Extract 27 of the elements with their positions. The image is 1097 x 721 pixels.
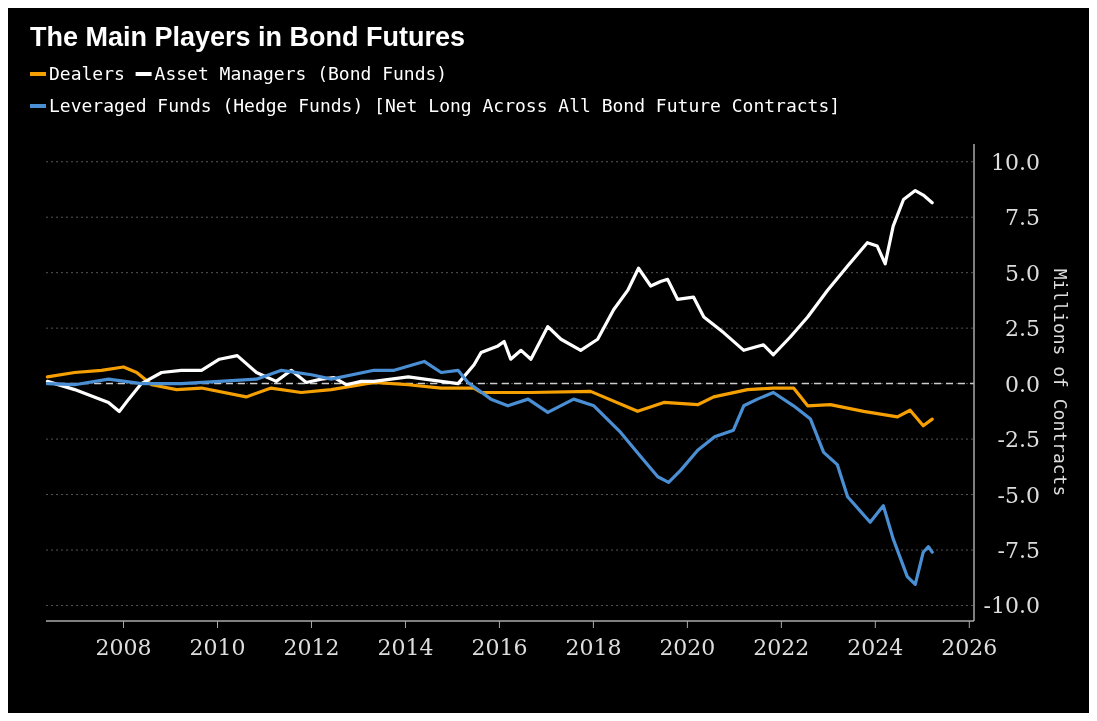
legend-label: Leveraged Funds (Hedge Funds) [Net Long Across All Bond Future Contracts] (49, 95, 841, 116)
x-tick-label: 2022 (753, 635, 810, 660)
x-tick-label: 2018 (565, 635, 622, 660)
x-tick-label: 2020 (659, 635, 716, 660)
line-series (45, 365, 934, 428)
chart-title: The Main Players in Bond Futures (30, 22, 466, 52)
x-tick-label: 2014 (377, 635, 434, 660)
legend-label: Dealers (49, 63, 125, 84)
legend-label: Asset Managers (Bond Funds) (154, 63, 448, 84)
y-tick-label: -2.5 (997, 427, 1040, 453)
x-tick-label: 2024 (847, 635, 904, 660)
y-tick-label: -5.0 (997, 482, 1040, 508)
line-series (45, 188, 934, 414)
y-tick-label: 7.5 (1005, 205, 1040, 231)
x-tick-label: 2008 (95, 635, 152, 660)
y-tick-label: 2.5 (1005, 316, 1040, 342)
y-tick-label: -10.0 (983, 593, 1040, 619)
y-tick-label: 0.0 (1005, 371, 1040, 397)
x-tick-label: 2012 (283, 635, 340, 660)
y-tick-label: 5.0 (1005, 260, 1040, 286)
x-tick-label: 2016 (471, 635, 528, 660)
x-tick-label: 2026 (941, 635, 998, 660)
line-series (45, 359, 934, 586)
x-tick-label: 2010 (189, 635, 246, 660)
y-tick-label: -7.5 (997, 538, 1040, 563)
y-axis-title: Millions of Contracts (1050, 268, 1071, 497)
y-tick-label: 10.0 (991, 149, 1040, 175)
